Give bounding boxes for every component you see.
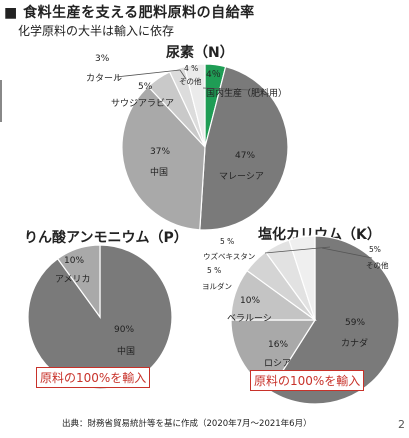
leader-line (179, 69, 187, 80)
kcl-uzbek-value: 5 % (220, 237, 235, 246)
urea-saudi-label: サウジアラビア (111, 99, 175, 109)
pie-slice (121, 85, 206, 231)
urea-chart-title: 尿素（N） (166, 45, 234, 61)
urea-other-label: その他 (179, 77, 202, 86)
kcl-other-value: 5% (369, 245, 381, 254)
urea-qatar-value: 3% (95, 54, 110, 64)
dap-usa-label: アメリカ (55, 275, 91, 285)
dap-import-note: 原料の100%を輸入 (36, 367, 151, 388)
dap-china-value: 90% (114, 325, 135, 335)
kcl-belarus-label: ベラルーシ (227, 314, 272, 324)
urea-pie (121, 63, 289, 231)
pie-slice (269, 235, 400, 405)
kcl-canada-label: カナダ (341, 339, 369, 349)
leader-lines (115, 69, 373, 259)
pie-slice (288, 235, 316, 321)
leader-line (321, 247, 373, 259)
kcl-import-note: 原料の100%を輸入 (250, 370, 365, 391)
kcl-canada-value: 59% (345, 318, 366, 328)
urea-malaysia-label: マレーシア (219, 172, 264, 182)
kcl-russia-value: 16% (268, 340, 289, 350)
left-edge-bar (0, 80, 2, 122)
page-number: 2 (398, 418, 405, 431)
kcl-other-label: その他 (366, 261, 389, 270)
kcl-jordan-label: ヨルダン (202, 282, 232, 291)
kcl-belarus-value: 10% (240, 296, 261, 306)
urea-saudi-value: 5% (138, 82, 153, 92)
urea-domestic-value: 4％ (206, 70, 221, 80)
source-note: 出典：財務省貿易統計等を基に作成（2020年7月～2021年6月） (62, 419, 312, 429)
dap-china-label: 中国 (117, 347, 136, 357)
pie-slice (199, 65, 289, 231)
kcl-uzbek-label: ウズベキスタン (203, 252, 256, 261)
urea-other-value: 4 % (184, 64, 199, 73)
urea-qatar-label: カタール (86, 74, 123, 84)
dap-usa-value: 10% (64, 256, 85, 266)
pie-slice (56, 244, 101, 319)
pie-slice (183, 63, 206, 148)
leader-line (202, 87, 251, 91)
urea-domestic-label: 国内生産（肥料用） (206, 89, 288, 99)
dap-chart-title: りん酸アンモニウム（P） (24, 230, 188, 246)
kcl-chart-title: 塩化カリウム（K） (258, 227, 381, 243)
leader-line (264, 246, 331, 254)
page-title: ■ 食料生産を支える肥料原料の自給率 (4, 5, 255, 21)
kcl-jordan-value: 5 % (207, 266, 222, 275)
kcl-pie (230, 235, 400, 405)
leader-line (115, 69, 181, 78)
kcl-russia-label: ロシア (264, 359, 292, 369)
urea-malaysia-value: 47% (235, 151, 256, 161)
page-subtitle: 化学原料の大半は輸入に依存 (18, 24, 175, 38)
urea-china-value: 37% (150, 147, 171, 157)
urea-china-label: 中国 (150, 168, 169, 178)
